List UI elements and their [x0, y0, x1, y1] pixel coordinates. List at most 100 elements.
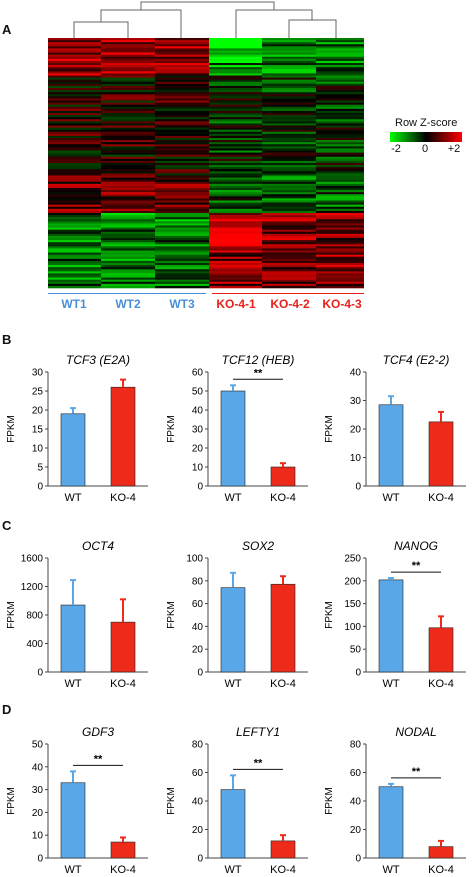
heatmap-cell — [316, 127, 364, 130]
y-tick-label: 40 — [192, 406, 204, 417]
y-tick-label: 30 — [32, 368, 44, 379]
panel-letter-c: C — [2, 518, 12, 533]
heatmap-cell — [101, 169, 155, 172]
heatmap-cell — [48, 252, 101, 255]
heatmap-cell — [101, 206, 155, 210]
heatmap-cell — [155, 213, 209, 216]
y-tick-label: 50 — [192, 387, 204, 398]
y-axis-label: FPKM — [324, 787, 335, 815]
heatmap-cell — [316, 54, 364, 58]
heatmap-cell — [155, 279, 209, 283]
heatmap-cell — [316, 96, 364, 99]
heatmap-cell — [316, 140, 364, 143]
heatmap-cell — [155, 258, 209, 262]
heatmap-cell — [48, 127, 101, 130]
heatmap-cell — [101, 210, 155, 214]
heatmap-cell — [209, 229, 262, 233]
heatmap-cell — [316, 275, 364, 278]
heatmap-cell — [209, 188, 262, 191]
y-tick-label: 60 — [350, 768, 362, 779]
heatmap-cell — [101, 81, 155, 85]
heatmap-cell — [262, 246, 316, 249]
heatmap-cell — [316, 238, 364, 241]
heatmap-cell — [262, 271, 316, 274]
heatmap-cell — [48, 240, 101, 243]
bar-chart-lefty1: LEFTY1 FPKM 0 20 40 60 80 WT KO-4 ** — [166, 725, 308, 876]
heatmap-cell — [209, 210, 262, 214]
heatmap-cell — [316, 58, 364, 62]
heatmap-cell — [316, 44, 364, 47]
heatmap-cell — [262, 223, 316, 226]
heatmap-cell — [155, 63, 209, 66]
heatmap-cell — [48, 260, 101, 264]
heatmap-cell — [155, 127, 209, 130]
heatmap-cell — [209, 179, 262, 183]
heatmap-cell — [155, 219, 209, 222]
heatmap-cell — [262, 252, 316, 255]
heatmap-cell — [262, 208, 316, 212]
heatmap-cell — [101, 173, 155, 176]
heatmap-cell — [101, 58, 155, 62]
heatmap-cell — [316, 260, 364, 264]
legend-colorbar — [390, 132, 462, 142]
heatmap-cell — [262, 129, 316, 133]
y-axis-label: FPKM — [6, 787, 17, 815]
heatmap-cell — [155, 83, 209, 87]
heatmap-cell — [316, 231, 364, 235]
heatmap-cell — [209, 77, 262, 80]
heatmap-cell — [316, 263, 364, 266]
heatmap-cell — [101, 231, 155, 235]
sample-label-ko-4-2: KO-4-2 — [270, 297, 310, 311]
heatmap-cell — [209, 283, 262, 287]
y-tick-label: 50 — [32, 740, 44, 751]
heatmap-cell — [316, 65, 364, 68]
heatmap-cell — [209, 235, 262, 239]
heatmap-cell — [101, 113, 155, 116]
y-tick-label: 40 — [350, 368, 362, 379]
heatmap-cell — [48, 248, 101, 251]
heatmap-cell — [316, 123, 364, 126]
heatmap-cell — [155, 231, 209, 235]
heatmap-cell — [48, 173, 101, 176]
heatmap-cell — [155, 210, 209, 214]
heatmap-cell — [101, 190, 155, 193]
y-tick-label: 25 — [32, 387, 44, 398]
heatmap-cell — [155, 183, 209, 187]
heatmap-cell — [316, 196, 364, 199]
x-tick-label: KO-4 — [110, 492, 136, 504]
heatmap-cell — [316, 38, 364, 41]
heatmap-cell — [155, 44, 209, 47]
heatmap-cell — [316, 252, 364, 255]
heatmap-cell — [262, 154, 316, 158]
heatmap-cell — [316, 190, 364, 193]
heatmap-cell — [101, 271, 155, 274]
heatmap-cell — [155, 285, 209, 289]
y-tick-label: 200 — [344, 576, 361, 587]
heatmap-cell — [155, 238, 209, 241]
heatmap-cell — [316, 258, 364, 262]
heatmap-cell — [316, 233, 364, 237]
heatmap-cell — [48, 88, 101, 91]
heatmap-cell — [262, 273, 316, 276]
heatmap-cell — [316, 133, 364, 137]
y-tick-label: 60 — [192, 599, 204, 610]
heatmap-cell — [155, 265, 209, 268]
heatmap-cell — [48, 204, 101, 208]
heatmap-cell — [155, 75, 209, 78]
heatmap-cell — [262, 183, 316, 187]
heatmap-cell — [155, 275, 209, 278]
heatmap-cell — [209, 221, 262, 224]
heatmap-cell — [101, 160, 155, 164]
heatmap-cell — [101, 135, 155, 139]
heatmap-cell — [48, 194, 101, 197]
heatmap-cell — [155, 110, 209, 114]
heatmap-cell — [209, 185, 262, 189]
sample-label-ko-4-1: KO-4-1 — [216, 297, 256, 311]
heatmap-cell — [48, 163, 101, 166]
heatmap-cell — [155, 48, 209, 51]
bar-chart-tcf4-e2-2: TCF4 (E2-2) FPKM 0 10 20 30 40 WT KO-4 — [324, 353, 466, 504]
heatmap-cell — [155, 125, 209, 128]
heatmap-cell — [48, 246, 101, 249]
heatmap-cell — [48, 263, 101, 266]
heatmap-cell — [209, 285, 262, 289]
